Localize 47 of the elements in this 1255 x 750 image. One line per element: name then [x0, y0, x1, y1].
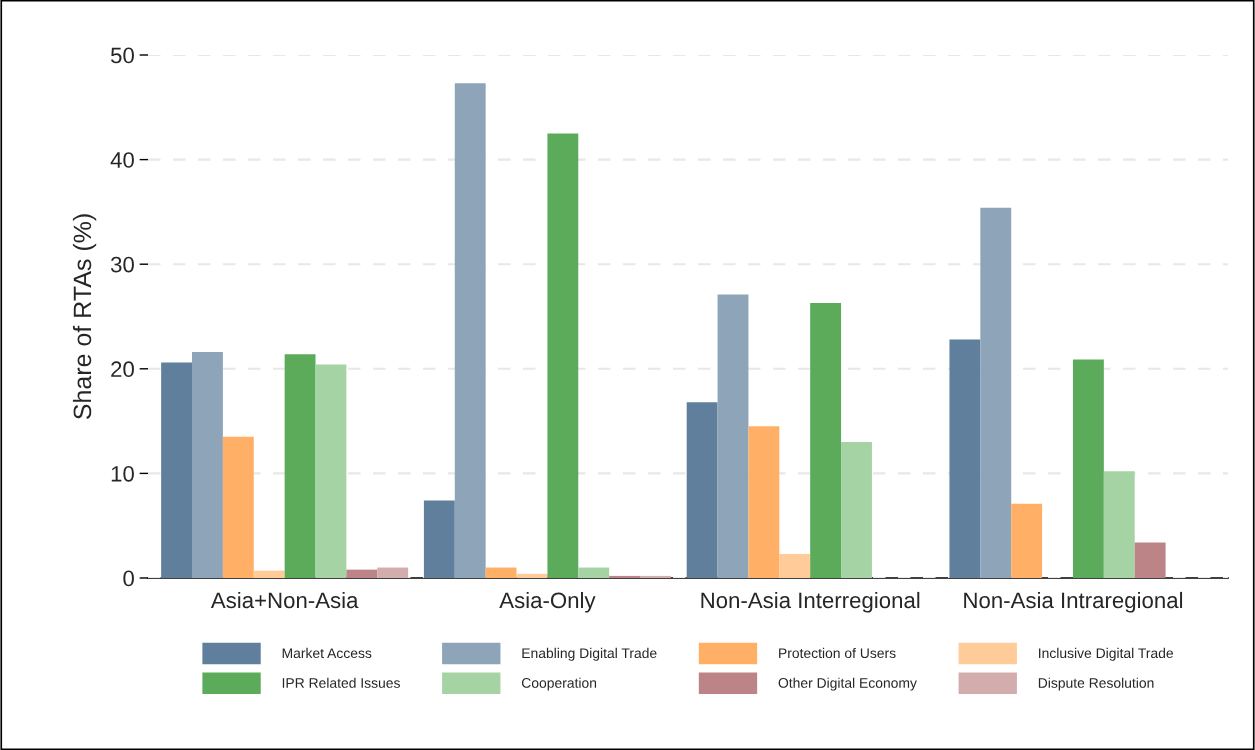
- legend-label: Enabling Digital Trade: [522, 647, 657, 661]
- bar: [192, 352, 223, 578]
- y-tick-label: 40: [110, 152, 134, 168]
- bar: [578, 567, 610, 578]
- x-tick-label: Non-Asia Intraregional: [964, 591, 1183, 613]
- legend-label: Protection of Users: [779, 647, 896, 659]
- legend-label: IPR Related Issues: [282, 677, 400, 688]
- bar: [717, 294, 749, 578]
- bar: [980, 207, 1012, 578]
- y-tick-label: 10: [111, 465, 134, 482]
- bar: [1134, 542, 1166, 578]
- y-tick-label: 0: [123, 570, 134, 587]
- bar: [346, 569, 378, 578]
- bar: [547, 133, 579, 578]
- bar: [377, 567, 409, 578]
- bar: [161, 362, 193, 578]
- bar: [516, 573, 548, 578]
- bar: [609, 575, 641, 578]
- bar: [315, 364, 347, 578]
- bar: [748, 426, 780, 578]
- bar: [779, 553, 811, 578]
- bar: [284, 354, 316, 578]
- legend-label: Market Access: [282, 647, 372, 659]
- bar: [1072, 359, 1104, 578]
- y-tick-label: 50: [110, 47, 134, 64]
- bar: [1011, 503, 1043, 578]
- legend-label: Inclusive Digital Trade: [1039, 647, 1173, 661]
- bar: [686, 402, 718, 578]
- bar: [949, 339, 981, 578]
- bar: [423, 500, 455, 578]
- bar: [841, 442, 872, 578]
- y-tick-label: 20: [111, 361, 134, 378]
- legend-label: Cooperation: [521, 677, 597, 691]
- bar: [485, 567, 517, 578]
- x-tick-label: Asia+Non-Asia: [210, 591, 359, 609]
- bar: [1103, 471, 1135, 578]
- legend-label: Dispute Resolution: [1038, 677, 1154, 691]
- x-tick-label: Asia-Only: [499, 591, 596, 613]
- legend-label: Other Digital Economy: [778, 677, 917, 691]
- y-tick-label: 30: [110, 256, 134, 273]
- y-axis-title: Share of RTAs (%): [72, 214, 97, 420]
- bar: [222, 436, 254, 578]
- bar: [253, 570, 285, 578]
- bar: [810, 302, 842, 578]
- x-tick-label: Non-Asia Interregional: [701, 591, 920, 613]
- bar: [640, 575, 671, 578]
- bar: [454, 83, 486, 578]
